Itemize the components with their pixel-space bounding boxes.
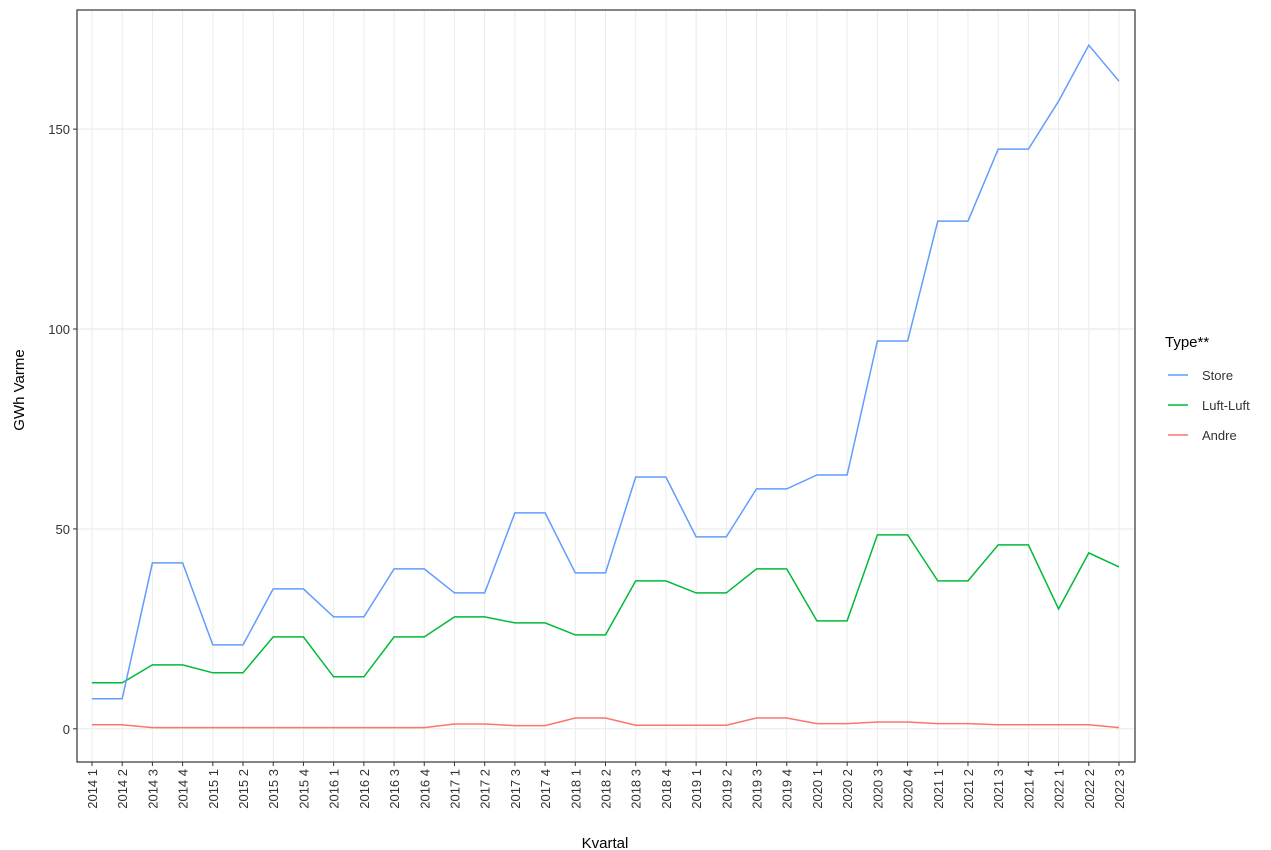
- x-tick-label: 2014 3: [145, 769, 160, 809]
- x-tick-label: 2018 3: [629, 769, 644, 809]
- x-tick-label: 2014 4: [176, 769, 191, 809]
- x-tick-label: 2020 3: [870, 769, 885, 809]
- x-tick-label: 2020 2: [840, 769, 855, 809]
- x-tick-label: 2019 4: [780, 769, 795, 809]
- x-tick-label: 2021 2: [961, 769, 976, 809]
- x-tick-label: 2015 1: [206, 769, 221, 809]
- series-line: [92, 717, 1120, 729]
- x-tick-label: 2017 3: [508, 769, 523, 809]
- x-tick-label: 2020 4: [901, 769, 916, 809]
- y-tick-label: 0: [63, 722, 70, 737]
- x-tick-label: 2022 1: [1052, 769, 1067, 809]
- x-tick-label: 2019 1: [689, 769, 704, 809]
- x-tick-label: 2015 4: [296, 769, 311, 809]
- legend-label: Store: [1202, 368, 1233, 383]
- x-tick-label: 2017 4: [538, 769, 553, 809]
- x-tick-label: 2021 3: [991, 769, 1006, 809]
- x-tick-label: 2020 1: [810, 769, 825, 809]
- x-tick-label: 2022 3: [1112, 769, 1127, 809]
- y-tick-label: 150: [48, 122, 70, 137]
- x-tick-label: 2016 4: [417, 769, 432, 809]
- x-axis-label: Kvartal: [582, 835, 629, 850]
- x-tick-label: 2018 1: [568, 769, 583, 809]
- y-axis-label: GWh Varme: [11, 349, 28, 430]
- x-tick-label: 2014 2: [115, 769, 130, 809]
- x-tick-label: 2017 2: [478, 769, 493, 809]
- legend-title: Type**: [1165, 334, 1209, 351]
- x-tick-label: 2022 2: [1082, 769, 1097, 809]
- y-tick-label: 100: [48, 322, 70, 337]
- plot-border: [76, 9, 1136, 763]
- x-tick-label: 2016 3: [387, 769, 402, 809]
- x-tick-label: 2021 1: [931, 769, 946, 809]
- x-tick-label: 2016 1: [327, 769, 342, 809]
- series-line: [92, 43, 1120, 700]
- y-tick-label: 50: [56, 522, 70, 537]
- x-tick-label: 2014 1: [85, 769, 100, 809]
- legend-label: Andre: [1202, 428, 1237, 443]
- x-tick-label: 2015 3: [266, 769, 281, 809]
- x-tick-label: 2018 4: [659, 769, 674, 809]
- x-tick-label: 2017 1: [447, 769, 462, 809]
- x-tick-label: 2016 2: [357, 769, 372, 809]
- series-line: [92, 534, 1120, 684]
- x-tick-label: 2021 4: [1021, 769, 1036, 809]
- legend-label: Luft-Luft: [1202, 398, 1250, 413]
- x-tick-label: 2019 3: [750, 769, 765, 809]
- x-tick-label: 2015 2: [236, 769, 251, 809]
- x-tick-label: 2019 2: [719, 769, 734, 809]
- x-tick-label: 2018 2: [599, 769, 614, 809]
